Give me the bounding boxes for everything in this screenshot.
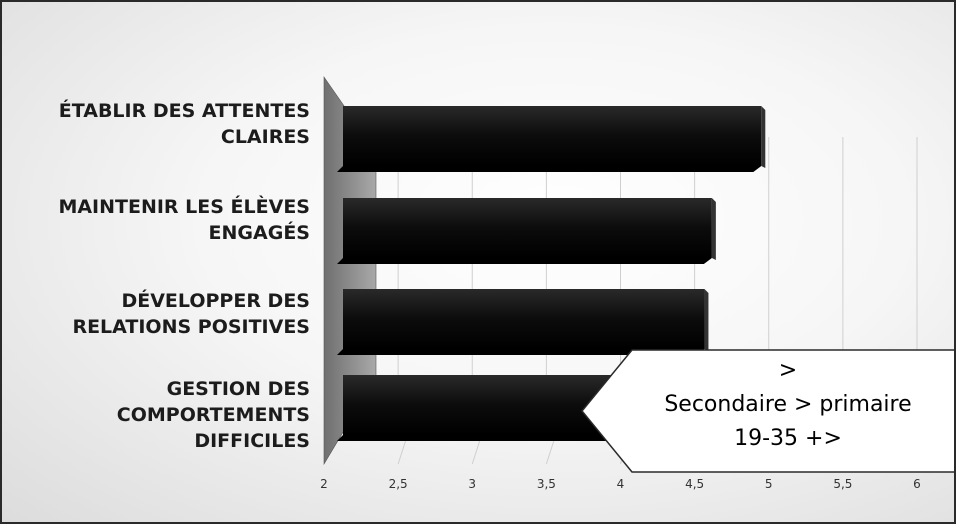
callout-text: > Secondaire > primaire 19-35 +> bbox=[622, 354, 954, 456]
bar bbox=[337, 106, 766, 172]
bar-end bbox=[704, 289, 709, 351]
callout-line-1: > bbox=[778, 358, 798, 383]
category-label: GESTION DES COMPORTEMENTS DIFFICILES bbox=[116, 378, 310, 452]
callout-line-3: 19-35 +> bbox=[734, 426, 842, 451]
category-label: MAINTENIR LES ÉLÈVES ENGAGÉS bbox=[58, 196, 310, 244]
x-tick-label: 2 bbox=[320, 477, 328, 491]
bar bbox=[337, 375, 650, 441]
x-tick-label: 4,5 bbox=[685, 477, 704, 491]
bar bbox=[337, 289, 709, 355]
x-tick-label: 3,5 bbox=[537, 477, 556, 491]
x-tick-label: 3 bbox=[468, 477, 476, 491]
x-tick-label: 2,5 bbox=[389, 477, 408, 491]
bar-shadow bbox=[337, 166, 762, 172]
bar-face bbox=[343, 375, 646, 435]
bar bbox=[337, 198, 716, 264]
bar-shadow bbox=[337, 258, 712, 264]
bar-face bbox=[343, 106, 762, 166]
x-tick-label: 5 bbox=[765, 477, 773, 491]
category-label: ÉTABLIR DES ATTENTES CLAIRES bbox=[58, 100, 310, 148]
x-tick-label: 4 bbox=[617, 477, 625, 491]
bar-face bbox=[343, 289, 705, 349]
bar-shadow bbox=[337, 435, 646, 441]
bar-end bbox=[761, 106, 766, 168]
callout-line-2: Secondaire > primaire bbox=[664, 392, 912, 417]
bar-end bbox=[711, 198, 716, 260]
category-label: DÉVELOPPER DES RELATIONS POSITIVES bbox=[72, 290, 310, 338]
x-tick-label: 6 bbox=[913, 477, 921, 491]
x-tick-label: 5,5 bbox=[833, 477, 852, 491]
bar-face bbox=[343, 198, 712, 258]
